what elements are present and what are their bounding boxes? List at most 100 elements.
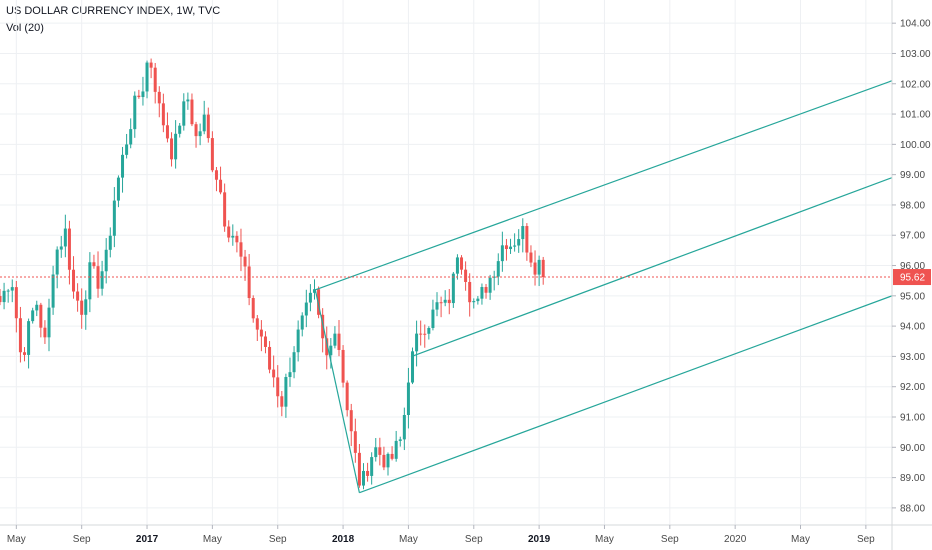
candle-body bbox=[378, 447, 382, 455]
candle-body bbox=[357, 452, 361, 486]
candle-body bbox=[455, 257, 459, 274]
candle-body bbox=[165, 125, 169, 139]
candle-body bbox=[451, 273, 455, 304]
candle-body bbox=[427, 327, 431, 334]
candle-body bbox=[521, 226, 525, 240]
candle-body bbox=[145, 62, 149, 92]
candle-body bbox=[411, 351, 415, 383]
x-tick-label: Sep bbox=[73, 534, 91, 545]
candle-body bbox=[76, 291, 80, 301]
candle-body bbox=[14, 287, 18, 319]
candle-body bbox=[304, 302, 308, 316]
candle-body bbox=[468, 281, 472, 303]
candle-body bbox=[251, 298, 255, 319]
candle-body bbox=[259, 329, 263, 337]
volume-indicator-label[interactable]: Vol (20) bbox=[6, 22, 44, 34]
candle-body bbox=[276, 377, 280, 397]
candle-body bbox=[214, 170, 218, 180]
candle-body bbox=[513, 245, 517, 247]
x-tick-label: May bbox=[7, 534, 26, 545]
candle-body bbox=[116, 177, 120, 201]
candle-body bbox=[255, 318, 259, 330]
candle-body bbox=[59, 246, 63, 250]
candle-body bbox=[223, 192, 227, 227]
y-tick-label: 101.00 bbox=[900, 110, 931, 121]
y-tick-label: 95.00 bbox=[900, 291, 925, 302]
candle-body bbox=[517, 239, 521, 246]
last-price-badge: 95.62 bbox=[893, 269, 931, 286]
candle-body bbox=[370, 457, 374, 476]
candle-body bbox=[23, 352, 27, 355]
channel-line bbox=[359, 295, 893, 494]
last-price-label: 95.62 bbox=[900, 273, 925, 284]
candle-body bbox=[129, 129, 133, 145]
candle-body bbox=[353, 431, 357, 453]
y-tick-label: 93.00 bbox=[900, 352, 925, 363]
candle-body bbox=[231, 235, 235, 238]
x-tick-label: 2020 bbox=[724, 534, 747, 545]
candle-body bbox=[55, 249, 59, 275]
candle-body bbox=[96, 266, 100, 289]
candle-body bbox=[488, 277, 492, 293]
candle-body bbox=[88, 262, 92, 300]
candle-body bbox=[182, 101, 186, 126]
candle-body bbox=[198, 131, 202, 137]
candle-body bbox=[300, 315, 304, 330]
candle-body bbox=[431, 309, 435, 328]
candle-body bbox=[390, 453, 394, 459]
candle-body bbox=[141, 91, 145, 98]
candle-body bbox=[112, 200, 116, 236]
candle-body bbox=[292, 352, 296, 373]
candle-body bbox=[341, 349, 345, 383]
candle-body bbox=[272, 369, 276, 378]
x-tick-label: Sep bbox=[857, 534, 875, 545]
candle-body bbox=[460, 257, 464, 270]
candle-body bbox=[288, 372, 292, 378]
channel-line bbox=[315, 80, 893, 291]
candle-body bbox=[529, 252, 533, 263]
candle-body bbox=[27, 321, 31, 355]
x-tick-label: 2018 bbox=[332, 534, 355, 545]
candle-body bbox=[121, 154, 125, 178]
y-tick-label: 90.00 bbox=[900, 443, 925, 454]
last-price-badge-bg bbox=[893, 269, 931, 286]
candle-body bbox=[10, 287, 14, 291]
candle-body bbox=[157, 91, 161, 104]
candle-body bbox=[394, 440, 398, 459]
candle-body bbox=[219, 179, 223, 193]
candle-body bbox=[345, 382, 349, 411]
candle-body bbox=[361, 470, 365, 486]
candle-body bbox=[464, 269, 468, 282]
candle-body bbox=[92, 262, 96, 267]
candle-body bbox=[72, 269, 76, 292]
candle-body bbox=[190, 99, 194, 125]
candle-body bbox=[398, 439, 402, 441]
candle-body bbox=[296, 329, 300, 353]
candle-body bbox=[423, 333, 427, 335]
candle-body bbox=[439, 302, 443, 304]
channel-line bbox=[314, 289, 361, 493]
candle-body bbox=[2, 290, 6, 303]
candle-body bbox=[476, 298, 480, 302]
candle-body bbox=[84, 299, 88, 315]
channel-line bbox=[411, 177, 893, 357]
candle-body bbox=[406, 382, 410, 416]
x-tick-label: May bbox=[595, 534, 614, 545]
y-tick-label: 103.00 bbox=[900, 49, 931, 60]
price-axis: 88.00 89.00 90.00 91.00 92.00 93.00 94.00 95.00… bbox=[891, 0, 931, 550]
candle-body bbox=[337, 333, 341, 350]
candle-body bbox=[153, 67, 157, 92]
candle-body bbox=[366, 470, 370, 476]
x-tick-label: Sep bbox=[465, 534, 483, 545]
x-tick-label: 2017 bbox=[136, 534, 159, 545]
candle-body bbox=[210, 138, 214, 171]
candle-body bbox=[63, 228, 67, 247]
candle-body bbox=[149, 62, 153, 68]
candle-body bbox=[39, 304, 43, 328]
candle-body bbox=[47, 307, 51, 338]
candle-body bbox=[51, 274, 55, 308]
candle-body bbox=[243, 256, 247, 267]
candle-body bbox=[284, 377, 288, 407]
candle-body bbox=[349, 410, 353, 432]
